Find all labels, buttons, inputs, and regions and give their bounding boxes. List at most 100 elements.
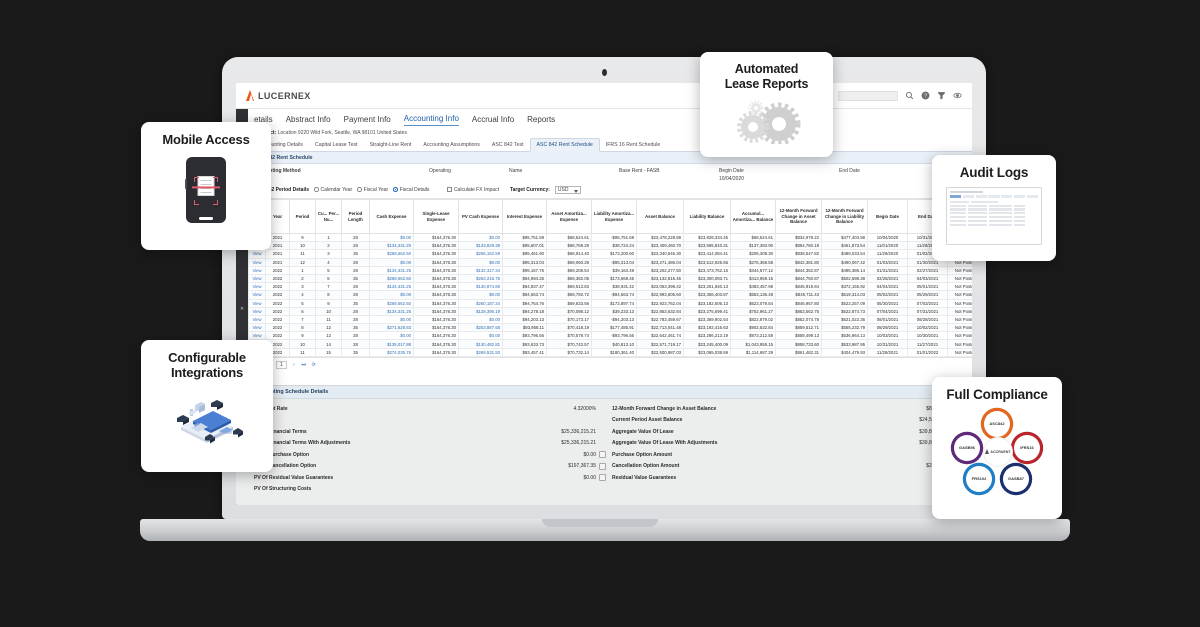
- column-header-4[interactable]: Period Length: [341, 199, 370, 234]
- cell: $38,724.24: [591, 241, 637, 251]
- table-row[interactable]: View 2022 7 11 28 $0.00 $164,376.30 $0.00 $94,20…: [248, 314, 972, 325]
- search-icon[interactable]: [905, 91, 914, 100]
- checkbox-calculate-fx-impact[interactable]: Calculate FX Impact: [447, 187, 499, 193]
- nav-item-payment-info[interactable]: Payment Info: [343, 115, 391, 124]
- column-header-13[interactable]: Accumul... Amortiza... Balance: [730, 199, 776, 234]
- detail-lookup-button[interactable]: [599, 451, 606, 459]
- column-header-2[interactable]: Period: [289, 199, 316, 234]
- row-view-link[interactable]: View: [248, 323, 266, 333]
- table-row[interactable]: View 2022 6 10 28 $134,331.25 $164,376.30 $128,…: [248, 306, 972, 316]
- nav-item-details[interactable]: etails: [254, 115, 273, 124]
- row-view-link[interactable]: View: [248, 314, 266, 325]
- compliance-ring-gasb-96: GASB 96: [954, 434, 980, 461]
- tab-ifrs-16-rent-schedule[interactable]: IFRS 16 Rent Schedule: [605, 142, 661, 148]
- table-row[interactable]: View 2022 5 9 35 $268,662.50 $164,376.30 $260,1…: [248, 298, 972, 308]
- table-row[interactable]: View 2021 12 4 28 $0.00 $164,376.30 $0.00 $95,31…: [248, 257, 972, 267]
- cell: 07/04/2021: [867, 306, 908, 316]
- table-row[interactable]: View202110228$134,331.25$164,376.30$133,…: [248, 241, 972, 251]
- column-header-16[interactable]: Begin Date: [867, 199, 908, 234]
- column-header-14[interactable]: 12-Month Forward Change in Asset Balance: [775, 199, 822, 234]
- table-row[interactable]: View2022111535$274,035.76$164,376.30$269…: [248, 347, 972, 357]
- row-view-link[interactable]: View: [248, 290, 266, 300]
- nav-item-reports[interactable]: Reports: [527, 115, 556, 124]
- nav-item-accounting-info[interactable]: Accounting Info: [403, 114, 459, 126]
- tab-accounting-assumptions[interactable]: Accounting Assumptions: [423, 142, 480, 148]
- refresh-icon[interactable]: ⟳: [311, 361, 316, 368]
- tab-capital-lease-test[interactable]: Capital Lease Test: [314, 142, 358, 148]
- row-view-link[interactable]: View: [248, 265, 266, 275]
- column-header-10[interactable]: Liability Amortiza... Expense: [591, 199, 637, 234]
- cell: $0.00: [458, 257, 503, 267]
- table-row[interactable]: View 2021 11 3 35 $268,662.50 $164,376.30 $266,…: [248, 249, 972, 259]
- detail-row: PV Of Cancellation Option $197,367.35: [254, 461, 606, 473]
- cell: 2022: [265, 306, 290, 316]
- nav-item-abstract-info[interactable]: Abstract Info: [285, 115, 331, 124]
- row-view-link[interactable]: View: [248, 298, 266, 308]
- document-icon: [197, 176, 215, 197]
- cell: $1,043,955.15: [730, 339, 776, 349]
- cell: $23,478,228.99: [636, 232, 684, 243]
- detail-lookup-button[interactable]: [599, 462, 606, 470]
- help-icon[interactable]: ?: [921, 91, 930, 100]
- column-header-15[interactable]: 12-Month Forward Change in Liability Bal…: [821, 199, 868, 234]
- tab-straight-line-rent[interactable]: Straight-Line Rent: [369, 142, 412, 148]
- column-header-5[interactable]: Cash Expense: [369, 199, 414, 234]
- detail-row: PV Of Financial Terms With Adjustments $2…: [254, 438, 606, 450]
- cell: 1: [315, 232, 342, 243]
- tab-asc-842-test[interactable]: ASC 842 Test: [491, 142, 524, 148]
- detail-lookup-button[interactable]: [599, 474, 606, 482]
- table-row[interactable]: View 2022 3 7 28 $134,331.25 $164,376.30 $130,8…: [248, 282, 972, 292]
- column-header-9[interactable]: Asset Amortiza... Expense: [546, 199, 592, 234]
- tab-asc-842-rent-schedule[interactable]: ASC 842 Rent Schedule: [529, 138, 600, 152]
- column-header-7[interactable]: PV Cash Expense: [458, 199, 503, 234]
- cell: $844,352.87: [775, 265, 822, 275]
- table-row[interactable]: View 2022 2 6 35 $268,662.50 $164,376.30 $263,2…: [248, 273, 972, 284]
- page-number-input[interactable]: 1: [276, 360, 287, 369]
- cell: $490,067.42: [821, 257, 868, 267]
- column-header-11[interactable]: Asset Balance: [636, 199, 684, 234]
- radio-calendar-year[interactable]: Calendar Year: [314, 187, 352, 193]
- brand-name: LUCERNEX: [258, 90, 311, 101]
- row-view-link[interactable]: View: [248, 257, 266, 267]
- card-mobile-title: Mobile Access: [162, 132, 250, 147]
- column-header-3[interactable]: Cu... Per... Nu...: [315, 199, 342, 234]
- cell: 5: [289, 298, 316, 308]
- cell: $522,874.73: [821, 306, 868, 316]
- row-view-link[interactable]: View: [248, 306, 266, 316]
- cell: $372,155.92: [821, 282, 868, 292]
- cell: $22,853,632.84: [636, 306, 684, 316]
- table-row[interactable]: View 2022 9 13 28 $0.00 $164,376.30 $0.00 $93,79…: [248, 331, 972, 341]
- table-row[interactable]: View 2022 8 12 35 $271,628.83 $164,376.30 $253,…: [248, 323, 972, 333]
- next-page-icon[interactable]: ›: [292, 361, 295, 368]
- row-view-link[interactable]: View: [248, 282, 266, 292]
- table-row[interactable]: View2022101428$135,017.88$164,376.30$130…: [248, 339, 972, 349]
- row-view-link[interactable]: View: [248, 273, 266, 284]
- target-currency-select[interactable]: USD: [554, 186, 581, 194]
- table-row[interactable]: View20219128$0.00$164,376.30$0.00$95,751…: [248, 232, 972, 243]
- nav-item-accrual-info[interactable]: Accrual Info: [471, 115, 515, 124]
- cell: $173,897.74: [591, 298, 637, 308]
- eye-icon[interactable]: [953, 91, 962, 100]
- column-header-8[interactable]: Interest Expense: [502, 199, 547, 234]
- detail-row: Aggregate Value Of Lease$39,835,353.58: [612, 426, 964, 438]
- tab-accounting-details[interactable]: Accounting Details: [260, 142, 303, 148]
- last-page-icon[interactable]: ⏭: [301, 361, 307, 368]
- radio-fiscal-year[interactable]: Fiscal Year: [357, 187, 388, 193]
- radio-fiscal-details[interactable]: Fiscal Details: [393, 187, 429, 193]
- column-header-6[interactable]: Single-Lease Expense: [413, 199, 459, 234]
- table-row[interactable]: View 2022 4 8 28 $0.00 $164,376.30 $0.00 $94,563…: [248, 290, 972, 300]
- brand-logo[interactable]: LUCERNEX: [246, 90, 311, 101]
- expand-rail-icon[interactable]: »: [240, 306, 244, 312]
- settings-icon[interactable]: [937, 91, 946, 100]
- accounting-sub-tabs: Accounting Details Capital Lease Test St…: [236, 138, 972, 152]
- audit-mini-titlebar: [950, 190, 984, 193]
- column-header-12[interactable]: Liability Balance: [683, 199, 731, 234]
- cell: 02/27/2021: [907, 265, 948, 275]
- cell: $22,571,719.17: [636, 339, 684, 349]
- row-view-link[interactable]: View: [248, 249, 266, 259]
- phone-home-button: [199, 217, 213, 221]
- ring-label-top: ASC: [989, 420, 998, 426]
- table-row[interactable]: View 2022 1 5 28 $134,331.25 $164,376.30 $132,3…: [248, 265, 972, 275]
- search-input[interactable]: [838, 90, 898, 101]
- row-view-link[interactable]: View: [248, 331, 266, 341]
